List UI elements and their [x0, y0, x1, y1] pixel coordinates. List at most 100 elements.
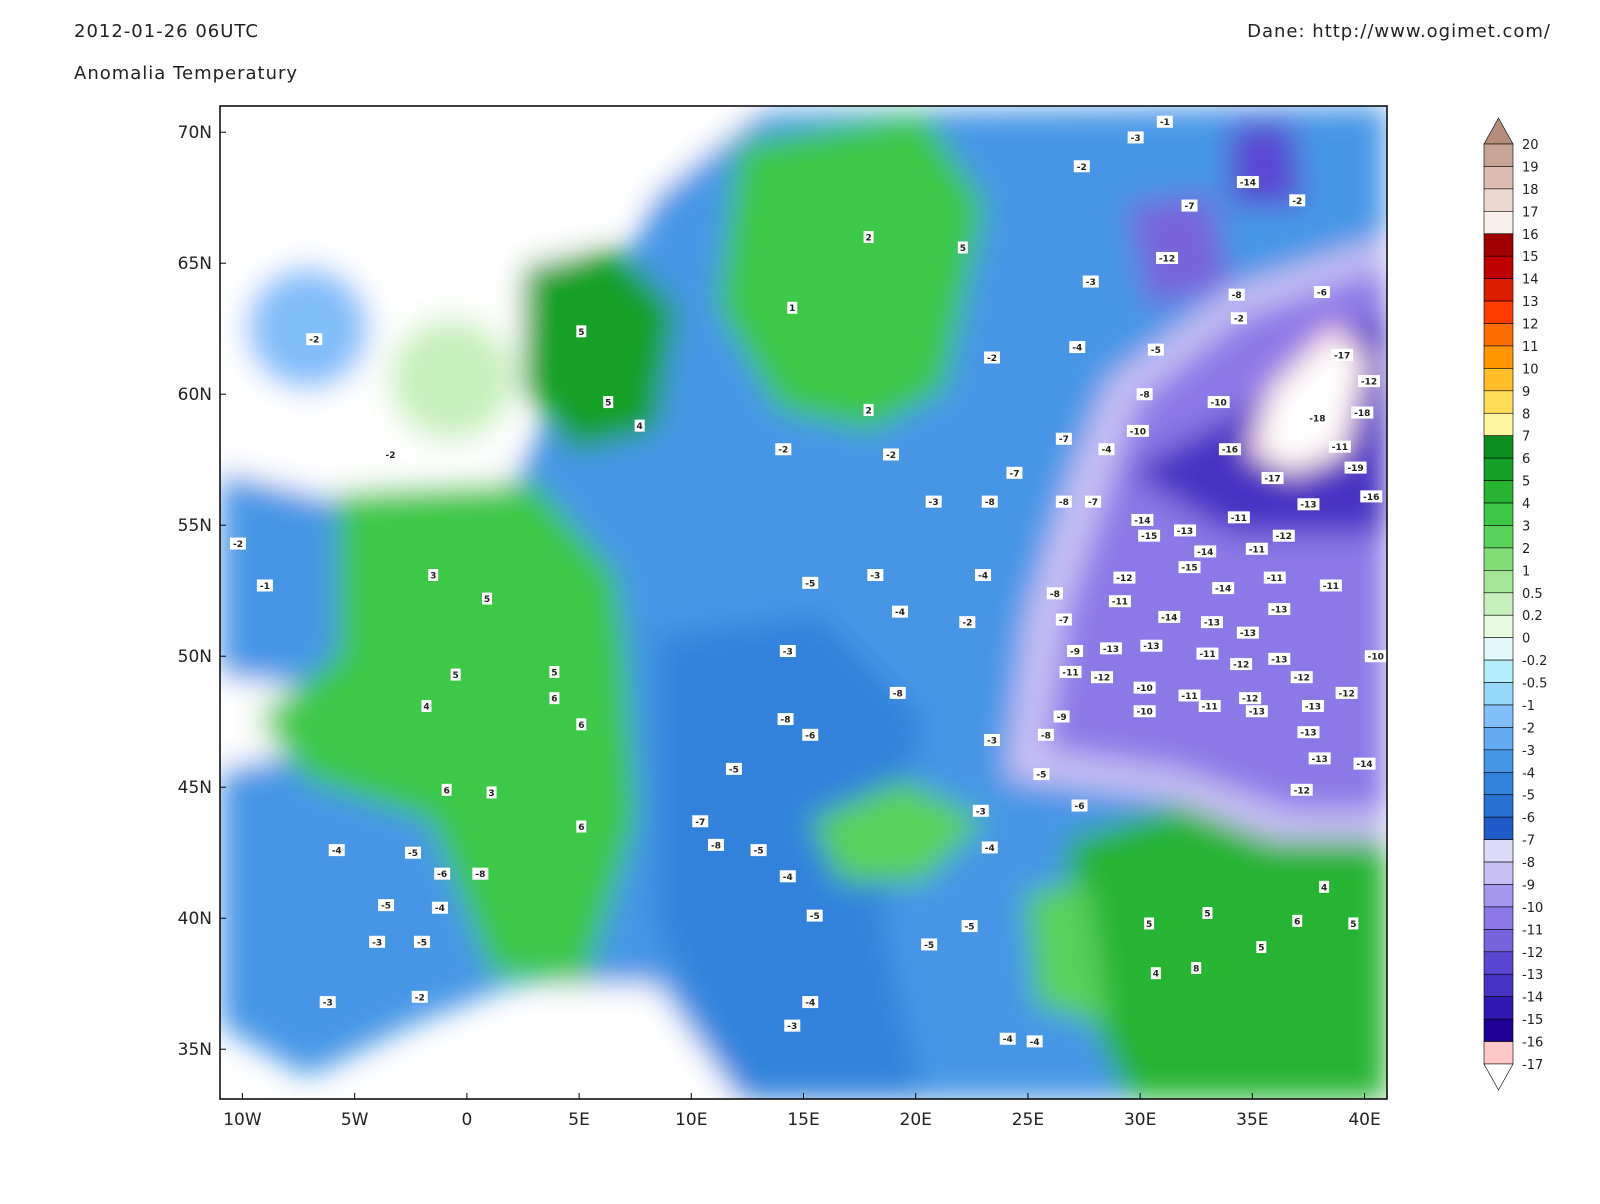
colorbar-label: -6 [1522, 811, 1535, 826]
colorbar-label: 17 [1522, 205, 1539, 220]
station-box [1236, 626, 1259, 639]
station-value: -16 [1363, 493, 1379, 503]
station-value: 8 [1193, 964, 1199, 974]
station-value: -13 [1143, 642, 1159, 652]
station-value: 6 [578, 721, 584, 731]
station-box [725, 762, 742, 775]
station-value: -10 [1368, 653, 1384, 663]
colorbar-cap-bottom [1483, 1063, 1514, 1091]
colorbar-label: 20 [1522, 138, 1539, 153]
colorbar-box [1483, 166, 1514, 190]
station-value: -12 [1094, 674, 1110, 684]
station-box [777, 713, 794, 726]
station-box [1133, 705, 1156, 718]
station-box [1133, 681, 1156, 694]
station-value: 5 [1350, 920, 1356, 930]
station-value: -18 [1354, 409, 1370, 419]
colorbar-label: -17 [1522, 1058, 1543, 1073]
station-value: -10 [1136, 708, 1152, 718]
station-box [959, 616, 976, 629]
station-box [806, 909, 823, 922]
station-value: 5 [1258, 944, 1264, 954]
station-box [1268, 603, 1291, 616]
colorbar-label: -9 [1522, 878, 1535, 893]
station-value: -2 [778, 446, 788, 456]
station-box [1140, 639, 1163, 652]
colorbar-box [1483, 637, 1514, 661]
station-value: -5 [417, 938, 427, 948]
station-box [1138, 529, 1161, 542]
station-box [779, 644, 796, 657]
station-box [1301, 699, 1324, 712]
station-box [750, 844, 767, 857]
station-box [863, 231, 874, 244]
colorbar-label: 1 [1522, 564, 1530, 579]
station-box [1261, 472, 1284, 485]
station-box [1053, 710, 1070, 723]
station-box [1319, 579, 1342, 592]
station-box [1055, 432, 1072, 445]
station-value: -4 [1072, 344, 1082, 354]
colorbar-box [1483, 906, 1514, 930]
x-tick-label: 30E [1124, 1110, 1156, 1130]
station-box [1218, 443, 1241, 456]
colorbar-box [1483, 345, 1514, 369]
station-value: -11 [1202, 702, 1218, 712]
station-box [1099, 642, 1122, 655]
station-value: 5 [453, 671, 459, 681]
colorbar-label: 16 [1522, 228, 1539, 243]
colorbar-box [1483, 749, 1514, 773]
station-value: -17 [1264, 475, 1280, 485]
station-box [229, 537, 246, 550]
station-value: -6 [805, 731, 815, 741]
stations: -14-12-10-18-18-17-12-11-19-16-17-16-13-… [229, 115, 1387, 1048]
station-value: 6 [444, 786, 450, 796]
station-box [802, 728, 819, 741]
colorbar-box [1483, 771, 1514, 796]
colorbar: 20 19 18 17 16 15 14 13 12 11 10 9 8 7 6 5 4 3 2 1 0.5 0.2 0 -0… [1483, 117, 1547, 1091]
station-box [1174, 524, 1197, 537]
station-box [1067, 644, 1084, 657]
station-box [1335, 686, 1358, 699]
station-box [1198, 699, 1221, 712]
x-tick-label: 0 [461, 1110, 472, 1130]
station-value: -14 [1215, 585, 1231, 595]
station-box [1191, 961, 1202, 974]
colorbar-box [1483, 412, 1514, 437]
colorbar-box [1483, 143, 1514, 167]
station-box [1297, 726, 1320, 739]
colorbar-label: -8 [1522, 856, 1535, 871]
station-box [319, 996, 336, 1009]
station-box [1245, 705, 1268, 718]
station-box [1069, 341, 1086, 354]
colorbar-label: 14 [1522, 273, 1539, 288]
station-value: -2 [962, 619, 972, 629]
station-value: 5 [605, 399, 611, 409]
colorbar-label: -0.5 [1522, 677, 1547, 692]
station-value: -13 [1305, 702, 1321, 712]
station-value: 5 [578, 328, 584, 338]
station-value: -3 [1131, 134, 1141, 144]
station-box [1113, 571, 1136, 584]
station-value: 4 [423, 702, 429, 712]
station-value: -8 [1041, 731, 1051, 741]
x-tick-label: 20E [900, 1110, 932, 1130]
station-box [1290, 783, 1313, 796]
colorbar-box [1483, 255, 1514, 279]
station-value: -3 [870, 571, 880, 581]
station-box [428, 568, 439, 581]
station-box [961, 920, 978, 933]
colorbar-label: 2 [1522, 542, 1530, 557]
station-box [482, 592, 493, 605]
station-value: -5 [381, 902, 391, 912]
colorbar-label: 15 [1522, 250, 1539, 265]
station-value: -8 [985, 498, 995, 508]
station-box [1331, 348, 1354, 361]
station-value: -4 [783, 873, 793, 883]
colorbar-cap-top [1483, 117, 1514, 145]
station-value: -3 [929, 498, 939, 508]
station-value: -8 [893, 689, 903, 699]
station-value: -14 [1161, 613, 1177, 623]
station-value: 5 [1146, 920, 1152, 930]
station-box [1144, 917, 1155, 930]
